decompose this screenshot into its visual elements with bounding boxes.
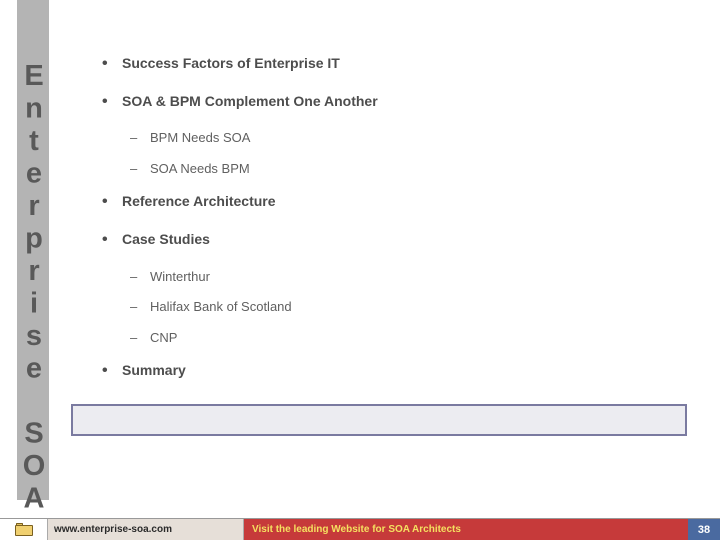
outline-content: Success Factors of Enterprise IT SOA & BP… bbox=[100, 54, 680, 399]
summary-highlight-box bbox=[71, 404, 687, 436]
outline-subitem: BPM Needs SOA bbox=[128, 130, 680, 147]
outline-item: Summary bbox=[100, 361, 680, 379]
outline-subitem: SOA Needs BPM bbox=[128, 161, 680, 178]
footer-icon-cell bbox=[0, 519, 48, 540]
outline-item: Reference Architecture bbox=[100, 192, 680, 210]
outline-item: Success Factors of Enterprise IT bbox=[100, 54, 680, 72]
slide: Enterprise SOA Success Factors of Enterp… bbox=[0, 0, 720, 540]
folder-icon bbox=[15, 523, 33, 536]
outline-subitem: Halifax Bank of Scotland bbox=[128, 299, 680, 316]
footer-tagline-text: Visit the leading Website for SOA Archit… bbox=[252, 524, 461, 535]
outline-subitem: CNP bbox=[128, 330, 680, 347]
footer-url-cell: www.enterprise-soa.com bbox=[48, 519, 244, 540]
footer-bar: www.enterprise-soa.com Visit the leading… bbox=[0, 518, 720, 540]
footer-tagline-cell: Visit the leading Website for SOA Archit… bbox=[244, 519, 688, 540]
outline-item: SOA & BPM Complement One Another bbox=[100, 92, 680, 110]
footer-page-number: 38 bbox=[688, 519, 720, 540]
footer-url-link[interactable]: www.enterprise-soa.com bbox=[54, 524, 172, 535]
outline-subitem: Winterthur bbox=[128, 269, 680, 286]
side-title: Enterprise SOA bbox=[18, 60, 48, 515]
outline-item: Case Studies bbox=[100, 230, 680, 248]
